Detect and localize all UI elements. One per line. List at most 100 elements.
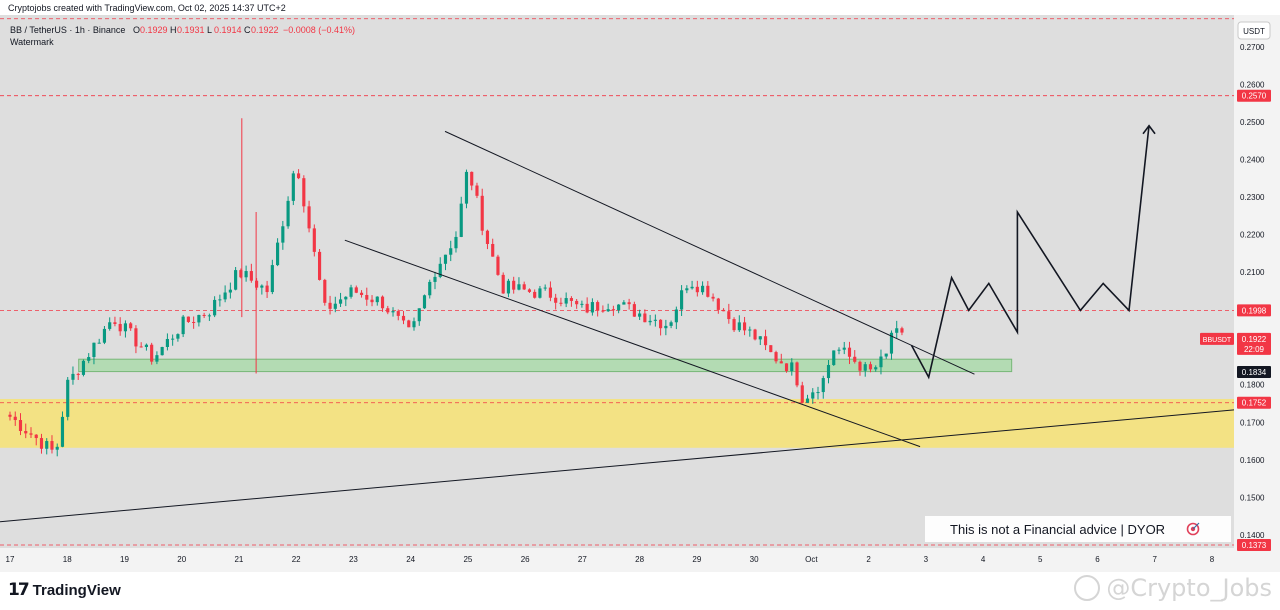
candle-body xyxy=(433,276,437,282)
price-tag-label: 0.2570 xyxy=(1242,92,1267,101)
candle-body xyxy=(858,361,862,371)
y-tick-label: 0.2300 xyxy=(1240,193,1265,202)
y-tick-label: 0.2500 xyxy=(1240,118,1265,127)
time-axis[interactable] xyxy=(0,548,1280,572)
price-tag xyxy=(1237,396,1271,409)
candle-body xyxy=(407,320,411,328)
camera-icon xyxy=(1074,575,1101,601)
candle-body xyxy=(543,287,547,289)
x-tick-label: 24 xyxy=(406,555,415,564)
candle-body xyxy=(706,285,710,297)
x-tick-label: 18 xyxy=(63,555,72,564)
candle-body xyxy=(207,315,211,317)
candle-body xyxy=(554,297,558,303)
candle-body xyxy=(66,379,70,417)
candle-body xyxy=(895,328,899,333)
candle-body xyxy=(522,284,526,290)
candle-body xyxy=(165,338,169,347)
currency-label: USDT xyxy=(1243,27,1265,36)
candle-body xyxy=(39,438,44,449)
candle-body xyxy=(575,300,579,305)
candle-body xyxy=(606,309,610,312)
candle-body xyxy=(234,270,238,290)
y-tick-label: 0.2400 xyxy=(1240,156,1265,165)
x-tick-label: 30 xyxy=(750,555,759,564)
price-tag-label: 0.1834 xyxy=(1242,368,1267,377)
ohlc-label: L xyxy=(207,25,212,35)
target-icon xyxy=(1186,522,1200,536)
candle-body xyxy=(317,251,322,280)
chart-pane[interactable] xyxy=(0,15,1234,548)
candle-body xyxy=(202,314,206,316)
current-price-tag xyxy=(1237,332,1271,355)
candle-body xyxy=(889,332,894,354)
price-tag-label: 0.1752 xyxy=(1242,399,1267,408)
candle-body xyxy=(265,285,269,293)
price-tag xyxy=(1237,365,1271,378)
candle-body xyxy=(659,319,663,329)
candle-body xyxy=(580,303,584,305)
candle-body xyxy=(60,416,65,447)
candle-body xyxy=(249,271,253,281)
candle-body xyxy=(800,385,804,403)
candle-body xyxy=(302,178,306,207)
candle-body xyxy=(596,302,600,311)
candle-body xyxy=(564,298,568,304)
x-tick-label: 2 xyxy=(866,555,871,564)
candle-body xyxy=(365,294,369,300)
price-axis[interactable] xyxy=(1234,15,1280,548)
candle-body xyxy=(601,310,605,312)
ohlc-label: C xyxy=(244,25,251,35)
candle-body xyxy=(307,206,311,229)
y-tick-label: 0.1400 xyxy=(1240,531,1265,540)
candle-body xyxy=(847,347,852,357)
disclaimer-box: This is not a Financial advice | DYOR xyxy=(925,516,1231,542)
x-tick-label: 4 xyxy=(981,555,986,564)
candle-body xyxy=(417,308,421,322)
candle-body xyxy=(270,265,274,293)
candle-body xyxy=(71,373,75,380)
candle-body xyxy=(653,319,657,321)
candle-body xyxy=(480,195,484,231)
candle-body xyxy=(76,373,80,375)
candle-body xyxy=(680,290,684,310)
candle-body xyxy=(816,392,820,394)
candle-body xyxy=(485,230,490,244)
candle-body xyxy=(868,364,873,370)
trendline-lower-wedge-line xyxy=(344,239,921,448)
candle-body xyxy=(470,171,474,186)
tradingview-logo[interactable]: 17 TradingView xyxy=(8,580,121,600)
candle-body xyxy=(449,248,453,255)
candle-body xyxy=(181,316,185,335)
zones-layer xyxy=(0,358,1234,448)
candle-body xyxy=(811,392,815,399)
candle-body xyxy=(774,352,778,362)
candle-body xyxy=(491,243,495,257)
candle-body xyxy=(669,322,673,326)
candle-body xyxy=(826,364,831,379)
candle-body xyxy=(50,441,54,450)
x-tick-label: 27 xyxy=(578,555,587,564)
candle-body xyxy=(538,288,542,298)
price-chart[interactable]: 0.2700 0.2600 0.2500 0.2400 0.2300 0.2200 0.21… xyxy=(0,0,1280,572)
currency-badge[interactable] xyxy=(1237,21,1271,40)
candle-body xyxy=(842,347,846,350)
candle-body xyxy=(533,291,537,298)
candle-body xyxy=(753,329,757,340)
candle-body xyxy=(874,367,878,370)
candle-body xyxy=(501,274,505,294)
zone-demand-zone xyxy=(0,398,1234,448)
candle-body xyxy=(664,325,668,329)
candle-body xyxy=(81,360,86,375)
y-tick-label: 0.1600 xyxy=(1240,456,1265,465)
candle-body xyxy=(29,433,33,435)
candle-body xyxy=(648,320,652,323)
candle-body xyxy=(690,286,694,289)
y-tick-label: 0.1800 xyxy=(1240,381,1265,390)
y-tick-label: 0.2100 xyxy=(1240,268,1265,277)
candle-body xyxy=(186,316,190,322)
candle-body xyxy=(18,420,23,432)
candle-body xyxy=(454,236,458,249)
candle-body xyxy=(900,328,904,333)
candle-body xyxy=(821,378,825,393)
